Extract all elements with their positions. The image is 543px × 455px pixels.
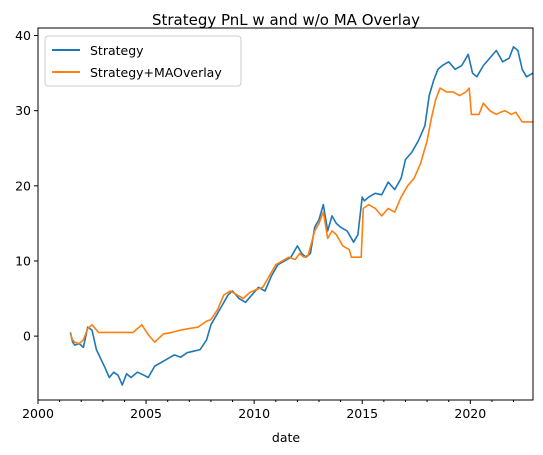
x-axis-ticks: 2000 2005 2010 2015 2020 xyxy=(22,400,515,421)
legend-box xyxy=(44,35,242,87)
y-tick-label: 30 xyxy=(15,103,31,118)
legend-label-strategy-maoverlay: Strategy+MAOverlay xyxy=(90,65,222,80)
legend-label-strategy: Strategy xyxy=(90,43,144,58)
x-axis-label: date xyxy=(272,430,300,445)
plot-frame xyxy=(37,27,534,401)
legend: Strategy Strategy+MAOverlay xyxy=(44,35,242,87)
chart-title: Strategy PnL w and w/o MA Overlay xyxy=(152,11,420,29)
y-tick-label: 0 xyxy=(23,329,31,344)
series-line-strategy-maoverlay xyxy=(69,87,533,345)
y-tick-label: 20 xyxy=(15,178,31,193)
y-tick-label: 40 xyxy=(15,28,31,43)
y-tick-label: 10 xyxy=(15,253,31,268)
x-tick-label: 2020 xyxy=(454,406,486,421)
x-tick-label: 2000 xyxy=(22,406,54,421)
x-tick-label: 2015 xyxy=(346,406,378,421)
x-tick-label: 2010 xyxy=(238,406,270,421)
y-axis-ticks: 0 10 20 30 40 xyxy=(15,28,38,344)
x-tick-label: 2005 xyxy=(130,406,162,421)
series-layer xyxy=(69,45,534,386)
series-line-strategy xyxy=(69,45,534,386)
